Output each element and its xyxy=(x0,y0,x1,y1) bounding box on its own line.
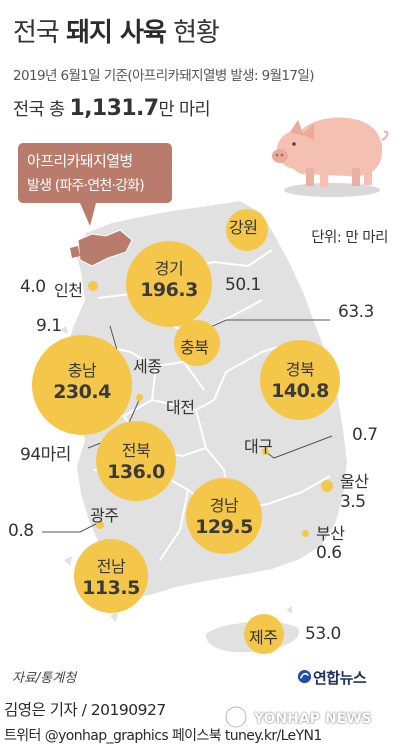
bubble-jeju xyxy=(244,614,284,654)
dot-daegu xyxy=(262,448,269,455)
reporter-credit: 김영은 기자 / 20190927 xyxy=(4,701,166,719)
unit-label: 단위: 만 마리 xyxy=(311,230,388,246)
label-ulsan-value: 3.5 xyxy=(340,492,366,512)
label-daejeon-name: 대전 xyxy=(166,398,195,417)
label-gyeongbuk-value: 140.8 xyxy=(271,380,329,402)
dot-gwangju xyxy=(96,521,104,529)
label-sejong-name: 세종 xyxy=(133,357,162,376)
label-chungnam-value: 230.4 xyxy=(53,381,111,403)
label-jeonbuk-name: 전북 xyxy=(121,441,151,460)
dot-sejong xyxy=(114,373,130,389)
dot-ulsan xyxy=(321,480,333,492)
label-jeonbuk-value: 136.0 xyxy=(107,461,165,483)
label-gwangju-name: 광주 xyxy=(90,506,119,525)
watermark: YONHAP NEWS xyxy=(254,711,372,727)
label-chungbuk-value: 63.3 xyxy=(338,302,374,322)
label-incheon-value: 4.0 xyxy=(20,277,46,297)
yonhap-logo-icon xyxy=(297,669,312,684)
social-handles: 트위터 @yonhap_graphics 페이스북 tuney.kr/LeYN1 xyxy=(4,728,322,744)
total-suffix: 만 마리 xyxy=(158,100,211,120)
label-gyeongnam-name: 경남 xyxy=(209,496,239,515)
dot-busan xyxy=(302,530,309,537)
label-gyeonggi-name: 경기 xyxy=(154,259,184,278)
bubble-jeonbuk: 전북 136.0 xyxy=(96,421,176,501)
label-sejong-value: 9.1 xyxy=(36,316,62,336)
source-label: 자료/통계청 xyxy=(12,671,77,686)
label-gangwon-value: 50.1 xyxy=(225,275,261,295)
title-plain: 전국 xyxy=(13,18,60,48)
label-chungbuk-name: 충북 xyxy=(180,338,209,357)
label-chungnam-name: 충남 xyxy=(67,361,97,380)
label-busan-value: 0.6 xyxy=(316,543,342,563)
dot-incheon xyxy=(88,281,98,291)
subtitle: 2019년 6월1일 기준(아프리카돼지열병 발생: 9월17일) xyxy=(13,68,314,84)
outbreak-callout: 아프리카돼지열병 발생 (파주·연천·강화) xyxy=(18,143,172,203)
label-ulsan-name: 울산 xyxy=(340,472,369,491)
label-gyeongbuk-name: 경북 xyxy=(285,360,315,379)
yonhap-logo: 연합뉴스 xyxy=(313,669,367,687)
title-bold: 돼지 사육 xyxy=(66,18,167,48)
label-jeju-value: 53.0 xyxy=(305,624,341,644)
pig-icon xyxy=(272,117,389,197)
bubble-jeonnam: 전남 113.5 xyxy=(74,539,148,613)
bubble-chungbuk xyxy=(174,320,220,366)
ganghwa-island xyxy=(70,246,80,258)
title-tail: 현황 xyxy=(173,18,220,48)
label-gyeongnam-value: 129.5 xyxy=(195,516,253,538)
label-gwangju-value: 0.8 xyxy=(8,521,34,541)
bubble-gyeonggi: 경기 196.3 xyxy=(126,241,212,327)
label-daejeon-value: 94마리 xyxy=(20,445,71,465)
label-jeonnam-value: 113.5 xyxy=(82,577,140,599)
dot-daejeon xyxy=(136,394,143,401)
callout-pointer xyxy=(80,203,96,226)
bubble-gyeongnam: 경남 129.5 xyxy=(186,478,262,554)
label-daegu-name: 대구 xyxy=(244,437,273,456)
label-jeonnam-name: 전남 xyxy=(96,557,126,576)
label-busan-name: 부산 xyxy=(316,524,345,543)
callout-line1: 아프리카돼지열병 xyxy=(27,152,133,170)
label-daegu-value: 0.7 xyxy=(352,425,378,445)
outbreak-area xyxy=(77,229,133,267)
label-gangwon-name: 강원 xyxy=(229,218,258,237)
bubble-gangwon xyxy=(226,209,268,251)
watermark-ring-icon xyxy=(224,705,248,729)
label-jeju-name: 제주 xyxy=(249,628,278,647)
label-gyeonggi-value: 196.3 xyxy=(140,279,198,301)
callout-line2: 발생 (파주·연천·강화) xyxy=(27,178,145,194)
total-prefix: 전국 총 xyxy=(13,100,65,120)
total-value: 1,131.7 xyxy=(69,96,159,121)
page-title: 전국 돼지 사육 현황 xyxy=(13,12,220,49)
label-incheon-name: 인천 xyxy=(54,281,83,300)
bubble-gyeongbuk: 경북 140.8 xyxy=(260,340,340,420)
national-total: 전국 총 1,131.7만 마리 xyxy=(13,96,211,121)
